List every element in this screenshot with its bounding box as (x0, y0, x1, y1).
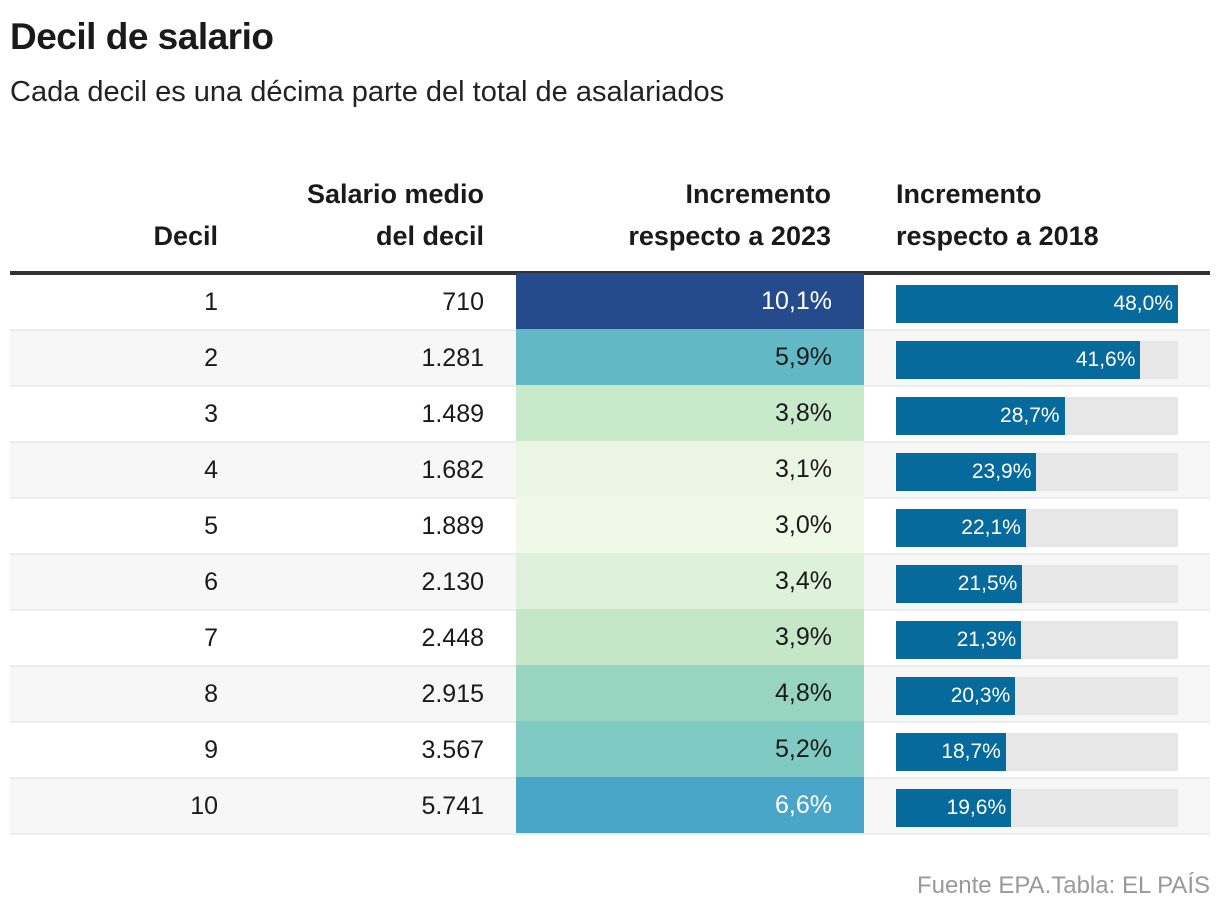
inc2023-heat-cell: 3,0% (516, 497, 864, 553)
inc2023-heat-cell: 4,8% (516, 665, 864, 721)
inc2018-bar-track: 41,6% (896, 341, 1178, 379)
header-inc2023-line2: respecto a 2023 (628, 221, 831, 251)
salario-cell: 1.489 (421, 400, 484, 428)
inc2023-value: 5,9% (775, 343, 832, 371)
inc2018-value: 28,7% (1000, 404, 1060, 427)
inc2018-bar-track: 21,5% (896, 565, 1178, 603)
decil-cell: 9 (204, 736, 218, 764)
decil-cell: 10 (190, 792, 218, 820)
decil-cell: 8 (204, 680, 218, 708)
inc2023-heat-cell: 3,8% (516, 385, 864, 441)
inc2023-heat-cell: 5,2% (516, 721, 864, 777)
chart-subtitle: Cada decil es una décima parte del total… (10, 76, 725, 108)
inc2018-bar: 21,5% (896, 565, 1023, 603)
salario-cell: 1.281 (421, 344, 484, 372)
salario-cell: 710 (442, 288, 484, 316)
decil-cell: 7 (204, 624, 218, 652)
table-row: 7 2.448 3,9% 21,3% (10, 609, 1210, 667)
header-salario: Salario medio del decil (230, 173, 484, 257)
inc2023-heat-cell: 3,9% (516, 609, 864, 665)
salario-cell: 2.915 (421, 680, 484, 708)
inc2023-value: 3,9% (775, 623, 832, 651)
table-row: 9 3.567 5,2% 18,7% (10, 721, 1210, 779)
salario-cell: 1.682 (421, 456, 484, 484)
inc2018-bar-track: 20,3% (896, 677, 1178, 715)
inc2018-bar: 22,1% (896, 509, 1026, 547)
decil-cell: 2 (204, 344, 218, 372)
inc2023-value: 3,1% (775, 455, 832, 483)
inc2023-value: 3,4% (775, 567, 832, 595)
salario-cell: 2.130 (421, 568, 484, 596)
header-inc2023-line1: Incremento (685, 179, 831, 209)
table-row: 5 1.889 3,0% 22,1% (10, 497, 1210, 555)
decil-cell: 1 (204, 288, 218, 316)
inc2023-heat-cell: 3,4% (516, 553, 864, 609)
inc2018-value: 21,3% (956, 628, 1017, 651)
salario-cell: 3.567 (421, 736, 484, 764)
inc2023-value: 4,8% (775, 679, 832, 707)
inc2018-value: 20,3% (950, 684, 1011, 707)
header-salario-line1: Salario medio (306, 179, 484, 209)
table-row: 10 5.741 6,6% 19,6% (10, 777, 1210, 835)
inc2023-heat-cell: 6,6% (516, 777, 864, 833)
inc2023-heat-cell: 3,1% (516, 441, 864, 497)
header-inc2023: Incremento respecto a 2023 (520, 173, 831, 257)
inc2018-bar: 21,3% (896, 621, 1022, 659)
inc2023-value: 10,1% (761, 287, 832, 315)
inc2018-bar-track: 48,0% (896, 285, 1178, 323)
decil-cell: 6 (204, 568, 218, 596)
inc2018-bar: 19,6% (896, 789, 1012, 827)
inc2018-bar: 48,0% (896, 285, 1178, 323)
header-inc2018: Incremento respecto a 2018 (896, 173, 1196, 257)
header-inc2018-line1: Incremento (896, 179, 1042, 209)
table-row: 4 1.682 3,1% 23,9% (10, 441, 1210, 499)
inc2018-value: 41,6% (1075, 348, 1136, 371)
inc2018-bar-track: 19,6% (896, 789, 1178, 827)
salario-cell: 2.448 (421, 624, 484, 652)
inc2023-heat-cell: 5,9% (516, 329, 864, 385)
decil-cell: 5 (204, 512, 218, 540)
inc2018-value: 48,0% (1113, 292, 1173, 315)
inc2018-value: 22,1% (961, 516, 1021, 539)
salario-cell: 5.741 (421, 792, 484, 820)
inc2018-value: 21,5% (957, 572, 1018, 595)
inc2018-bar: 41,6% (896, 341, 1141, 379)
table-row: 3 1.489 3,8% 28,7% (10, 385, 1210, 443)
inc2023-heat-cell: 10,1% (516, 273, 864, 329)
header-decil: Decil (153, 221, 218, 251)
inc2018-value: 19,6% (946, 796, 1007, 819)
inc2023-value: 6,6% (775, 791, 832, 819)
header-inc2018-line2: respecto a 2018 (896, 221, 1099, 251)
inc2018-bar-track: 28,7% (896, 397, 1178, 435)
inc2018-bar-track: 23,9% (896, 453, 1178, 491)
decil-cell: 3 (204, 400, 218, 428)
table-row: 6 2.130 3,4% 21,5% (10, 553, 1210, 611)
table-row: 8 2.915 4,8% 20,3% (10, 665, 1210, 723)
inc2018-bar: 23,9% (896, 453, 1037, 491)
inc2023-value: 5,2% (775, 735, 832, 763)
inc2023-value: 3,0% (775, 511, 832, 539)
table-row: 2 1.281 5,9% 41,6% (10, 329, 1210, 387)
inc2018-bar-track: 22,1% (896, 509, 1178, 547)
inc2018-bar-track: 18,7% (896, 733, 1178, 771)
decil-cell: 4 (204, 456, 218, 484)
source-note: Fuente EPA.Tabla: EL PAÍS (916, 872, 1210, 899)
salario-cell: 1.889 (421, 512, 484, 540)
inc2018-value: 23,9% (971, 460, 1032, 483)
header-salario-line2: del decil (375, 221, 484, 251)
inc2018-bar-track: 21,3% (896, 621, 1178, 659)
inc2018-bar: 28,7% (896, 397, 1065, 435)
inc2018-bar: 20,3% (896, 677, 1016, 715)
inc2018-bar: 18,7% (896, 733, 1006, 771)
inc2018-value: 18,7% (941, 740, 1001, 763)
inc2023-value: 3,8% (775, 399, 832, 427)
table-row: 1 710 10,1% 48,0% (10, 273, 1210, 331)
chart-title: Decil de salario (10, 16, 274, 57)
